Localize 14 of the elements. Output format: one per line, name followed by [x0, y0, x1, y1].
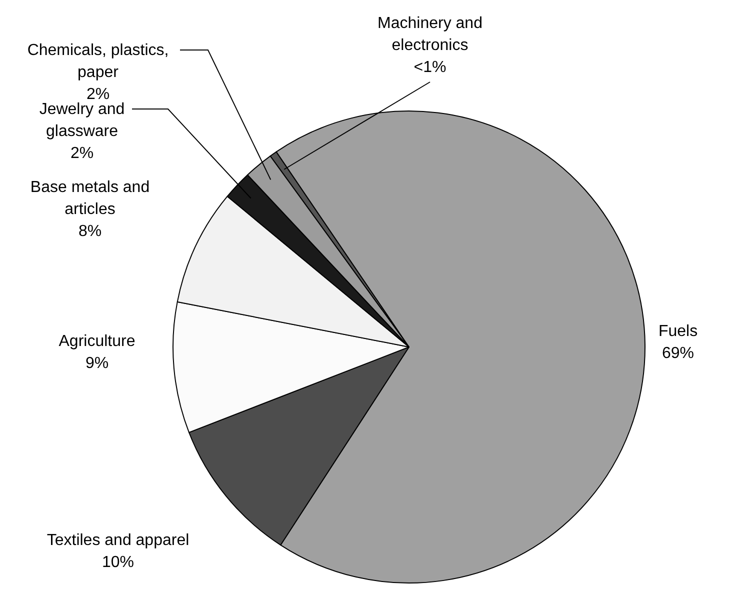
slice-label: Textiles and apparel: [46, 532, 190, 549]
data-label: 2%: [70, 145, 94, 162]
slice-label: Machinery and electronics: [378, 15, 482, 54]
slice-label: Jewelry and glassware: [39, 101, 125, 140]
data-label: 10%: [102, 554, 134, 571]
data-label: 8%: [78, 223, 102, 240]
data-label: 9%: [85, 355, 109, 372]
data-label: <1%: [414, 59, 446, 76]
data-label: 69%: [662, 345, 694, 362]
slice-label: Base metals and articles: [30, 179, 150, 218]
data-label: 2%: [86, 86, 110, 103]
slice-label: Agriculture: [58, 333, 136, 350]
slice-label: Fuels: [658, 323, 698, 340]
slice-label: Chemicals, plastics, paper: [27, 42, 169, 81]
